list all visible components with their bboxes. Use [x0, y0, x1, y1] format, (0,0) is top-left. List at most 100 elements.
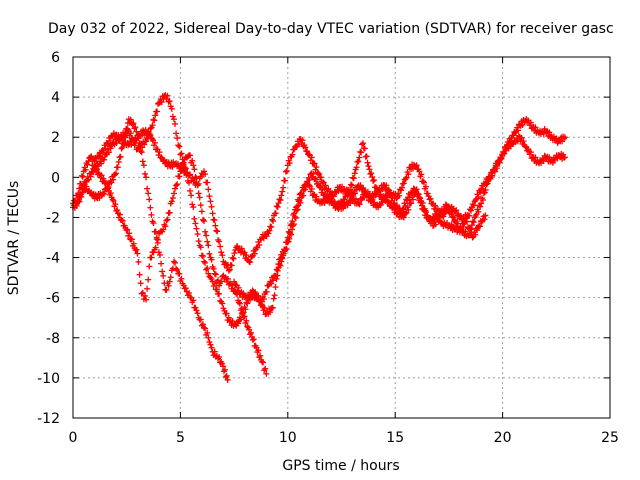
trace-b-sample: [107, 145, 114, 152]
trace-d-sample: [145, 276, 152, 283]
trace-e-sample: [406, 194, 413, 201]
y-tick-label: -12: [37, 411, 60, 427]
trace-b-sample: [469, 218, 476, 225]
trace-e-sample: [350, 175, 357, 182]
trace-b-point: [310, 192, 317, 199]
trace-d-sample: [238, 305, 245, 312]
trace-b-sample: [520, 138, 527, 145]
trace-e-sample: [297, 199, 304, 206]
trace-c-sample: [137, 148, 144, 155]
trace-d-sample: [260, 359, 267, 366]
trace-c-sample: [216, 353, 223, 360]
trace-b-sample: [187, 187, 194, 194]
trace-d-sample: [144, 285, 151, 292]
trace-c-point: [119, 144, 126, 151]
trace-a-sample: [270, 218, 277, 225]
trace-e-sample: [422, 207, 429, 214]
trace-a-sample: [556, 137, 563, 144]
trace-b-sample: [483, 181, 490, 188]
trace-c-sample: [139, 158, 146, 165]
trace-e-sample: [365, 163, 372, 170]
trace-a-sample: [256, 241, 263, 248]
trace-a-sample: [466, 212, 473, 219]
trace-d-point: [160, 226, 167, 233]
trace-e-sample: [370, 177, 377, 184]
trace-a-sample: [467, 207, 474, 214]
trace-c-point: [136, 140, 143, 147]
trace-d-sample: [205, 242, 212, 249]
trace-d-sample: [93, 166, 100, 173]
trace-a-sample: [277, 197, 284, 204]
trace-e-point: [469, 234, 476, 241]
trace-b-sample: [493, 163, 500, 170]
trace-b-sample: [549, 159, 556, 166]
trace-a-sample: [302, 144, 309, 151]
trace-e-sample: [399, 206, 406, 213]
trace-d-sample: [244, 323, 251, 330]
trace-d-sample: [152, 244, 159, 251]
trace-c-point: [140, 162, 147, 169]
trace-b-sample: [244, 300, 251, 307]
trace-b-sample: [98, 160, 105, 167]
trace-e-sample: [310, 170, 317, 177]
trace-b-sample: [173, 130, 180, 137]
trace-c-sample: [199, 321, 206, 328]
x-tick-label: 5: [176, 430, 185, 446]
trace-b-sample: [165, 98, 172, 105]
trace-e-sample: [284, 239, 291, 246]
trace-c-sample: [75, 197, 82, 204]
trace-d-sample: [243, 317, 250, 324]
trace-e-sample: [275, 261, 282, 268]
trace-e-sample: [468, 229, 475, 236]
trace-b-sample: [270, 277, 277, 284]
trace-a-sample: [206, 193, 213, 200]
trace-c-sample: [114, 164, 121, 171]
trace-c-sample: [134, 132, 141, 139]
trace-a-sample: [527, 119, 534, 126]
trace-b-sample: [169, 113, 176, 120]
trace-a-sample: [475, 193, 482, 200]
trace-a-sample: [360, 184, 367, 191]
trace-b-point: [226, 318, 233, 325]
trace-e-point: [353, 164, 360, 171]
trace-a-sample: [88, 153, 95, 160]
trace-a-sample: [282, 168, 289, 175]
trace-c-point: [224, 376, 231, 383]
trace-c-sample: [197, 316, 204, 323]
trace-d-sample: [100, 175, 107, 182]
trace-c-sample: [159, 268, 166, 275]
trace-c-sample: [176, 270, 183, 277]
trace-a-sample: [327, 188, 334, 195]
trace-a-sample: [421, 179, 428, 186]
y-tick-label: 2: [51, 130, 60, 146]
trace-e-sample: [273, 275, 280, 282]
trace-b-sample: [518, 134, 525, 141]
trace-a-sample: [84, 161, 91, 168]
trace-b-point: [201, 258, 208, 265]
trace-e-sample: [355, 158, 362, 165]
trace-c-sample: [118, 145, 125, 152]
trace-d-point: [138, 290, 145, 297]
trace-a-sample: [207, 198, 214, 205]
trace-b-sample: [468, 222, 475, 229]
trace-b-point: [166, 98, 173, 105]
chart-title: Day 032 of 2022, Sidereal Day-to-day VTE…: [48, 21, 614, 37]
trace-b-sample: [313, 193, 320, 200]
trace-c-sample: [133, 128, 140, 135]
trace-a-sample: [266, 227, 273, 234]
trace-c-sample: [185, 290, 192, 297]
trace-e-sample: [272, 284, 279, 291]
axis-ticks: [72, 56, 611, 419]
trace-d-sample: [135, 258, 142, 265]
trace-a-point: [420, 178, 427, 185]
trace-c-sample: [122, 134, 129, 141]
trace-c-sample: [167, 274, 174, 281]
y-tick-label: 4: [51, 90, 60, 106]
trace-a-sample: [251, 250, 258, 257]
trace-a-sample: [427, 195, 434, 202]
trace-a-sample: [236, 246, 243, 253]
trace-d-point: [143, 296, 150, 303]
trace-d-sample: [187, 152, 194, 159]
trace-e-sample: [267, 309, 274, 316]
trace-b-sample: [268, 280, 275, 287]
